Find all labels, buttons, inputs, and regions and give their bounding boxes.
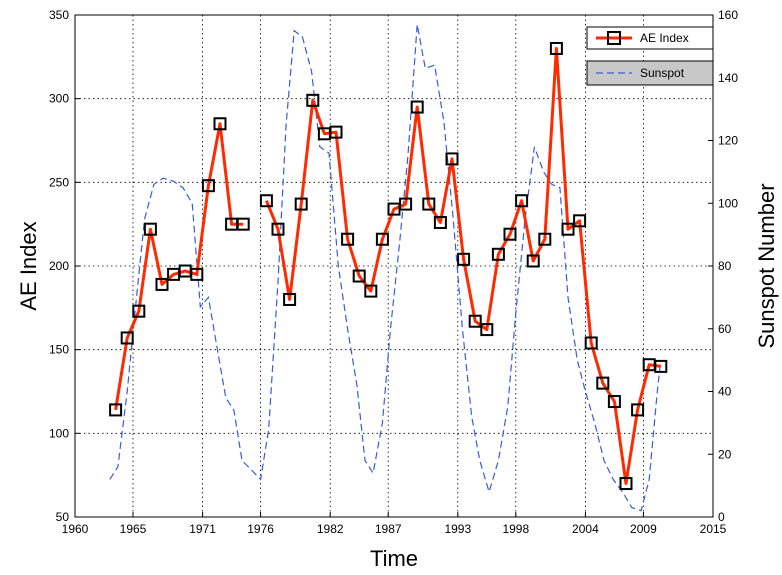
sunspot-line xyxy=(109,24,662,512)
ae-index-point xyxy=(375,232,389,246)
y-tick-label: 300 xyxy=(49,92,69,106)
y-right-tick-label: 120 xyxy=(718,134,738,148)
x-axis-ticks: 1960 1965 1971 1976 1982 1987 1993 1998 2004 2009… xyxy=(62,512,727,536)
y-axis-ticks: 50 100 150 200 250 300 350 xyxy=(49,8,80,524)
ae-index-point xyxy=(631,403,645,417)
ae-index-point xyxy=(329,125,343,139)
ae-index-point xyxy=(213,117,227,131)
x-tick-label: 2004 xyxy=(572,522,599,536)
y-axis-right-ticks: 0 20 40 60 80 100 120 140 160 xyxy=(708,8,738,524)
ae-index-point xyxy=(515,194,529,208)
legend-label-ae: AE Index xyxy=(640,31,689,45)
ae-index-point xyxy=(399,197,413,211)
y-tick-label: 50 xyxy=(56,510,70,524)
y-tick-label: 350 xyxy=(49,8,69,22)
ae-index-point xyxy=(341,232,355,246)
ae-index-point xyxy=(549,41,563,55)
ae-index-point xyxy=(619,477,633,491)
ae-index-point xyxy=(283,292,297,306)
legend-item-ae: AE Index xyxy=(586,26,714,50)
ae-index-point xyxy=(120,331,134,345)
x-tick-label: 1960 xyxy=(62,522,89,536)
ae-index-point xyxy=(201,179,215,193)
ae-index-point xyxy=(538,232,552,246)
ae-index-point xyxy=(561,222,575,236)
sunspot-series xyxy=(109,24,662,512)
y-right-tick-label: 40 xyxy=(718,385,732,399)
ae-index-point xyxy=(445,152,459,166)
ae-index-point xyxy=(422,197,436,211)
ae-index-point xyxy=(190,267,204,281)
y-right-tick-label: 160 xyxy=(718,8,738,22)
ae-index-point xyxy=(306,93,320,107)
ae-index-point xyxy=(294,197,308,211)
y-tick-label: 100 xyxy=(49,426,69,440)
ae-index-point xyxy=(607,395,621,409)
ae-index-point xyxy=(364,284,378,298)
x-tick-label: 1965 xyxy=(120,522,147,536)
legend-marker-ae xyxy=(607,31,621,45)
ae-index-point xyxy=(480,323,494,337)
y-tick-label: 200 xyxy=(49,259,69,273)
ae-index-point xyxy=(132,304,146,318)
y-right-tick-label: 60 xyxy=(718,322,732,336)
ae-index-point xyxy=(654,359,668,373)
ae-index-point xyxy=(468,314,482,328)
y-right-tick-label: 0 xyxy=(718,510,725,524)
x-tick-label: 1976 xyxy=(247,522,274,536)
y-right-tick-label: 80 xyxy=(718,259,732,273)
x-tick-label: 2009 xyxy=(630,522,657,536)
legend: AE Index Sunspot xyxy=(586,26,714,86)
ae-index-point xyxy=(109,403,123,417)
ae-index-point xyxy=(573,214,587,228)
ae-index-point xyxy=(491,247,505,261)
ae-index-point xyxy=(271,222,285,236)
ae-index-point xyxy=(143,222,157,236)
y-axis-title: AE Index xyxy=(16,221,41,310)
ae-index-point xyxy=(259,194,273,208)
y-tick-label: 150 xyxy=(49,343,69,357)
ae-index-point xyxy=(410,100,424,114)
x-tick-label: 2015 xyxy=(700,522,727,536)
x-tick-label: 1987 xyxy=(375,522,402,536)
y-right-tick-label: 100 xyxy=(718,196,738,210)
grid-lines xyxy=(75,15,713,517)
ae-index-point xyxy=(352,269,366,283)
x-tick-label: 1971 xyxy=(189,522,216,536)
ae-index-series xyxy=(109,41,668,491)
y-right-tick-label: 140 xyxy=(718,71,738,85)
ae-index-line xyxy=(265,47,662,485)
y-tick-label: 250 xyxy=(49,175,69,189)
ae-index-point xyxy=(596,376,610,390)
ae-index-point xyxy=(457,252,471,266)
ae-index-point xyxy=(433,215,447,229)
y-right-tick-label: 20 xyxy=(718,447,732,461)
legend-label-sunspot: Sunspot xyxy=(640,66,685,80)
ae-index-point xyxy=(503,227,517,241)
ae-index-point xyxy=(236,217,250,231)
ae-index-point xyxy=(526,254,540,268)
legend-item-sunspot: Sunspot xyxy=(586,60,714,86)
ae-index-point xyxy=(584,336,598,350)
x-tick-label: 1993 xyxy=(444,522,471,536)
ae-index-point xyxy=(155,277,169,291)
y-axis-right-title: Sunspot Number xyxy=(754,183,779,348)
x-tick-label: 1998 xyxy=(502,522,529,536)
x-tick-label: 1982 xyxy=(317,522,344,536)
x-axis-title: Time xyxy=(370,546,418,571)
